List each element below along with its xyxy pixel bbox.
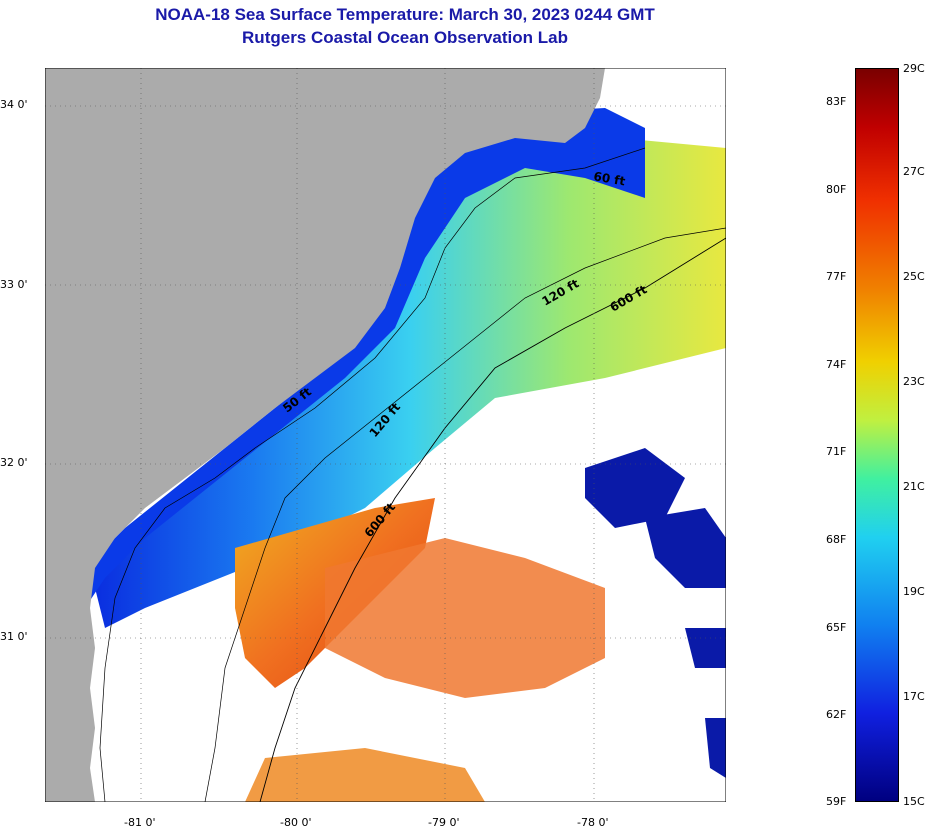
- colorbar-f-label: 59F: [826, 795, 847, 808]
- colorbar-c-label: 25C: [903, 270, 925, 283]
- colorbar-c-label: 29C: [903, 62, 925, 75]
- colorbar-f-label: 62F: [826, 708, 847, 721]
- colorbar-f-label: 68F: [826, 533, 847, 546]
- colorbar-f-label: 83F: [826, 95, 847, 108]
- colorbar-f-label: 74F: [826, 358, 847, 371]
- colorbar-f-label: 65F: [826, 621, 847, 634]
- colorbar-c-label: 19C: [903, 585, 925, 598]
- colorbar-c-label: 21C: [903, 480, 925, 493]
- map-title: NOAA-18 Sea Surface Temperature: March 3…: [155, 5, 655, 24]
- colorbar-f-label: 71F: [826, 445, 847, 458]
- lat-label: 33 0': [0, 278, 28, 291]
- cold-patch: [705, 718, 726, 778]
- colorbar-f-label: 77F: [826, 270, 847, 283]
- contour-label: 60 ft: [592, 169, 626, 188]
- contour-120ft: [204, 227, 726, 802]
- lon-label: -78 0': [577, 816, 609, 829]
- contour-600ft: [259, 237, 726, 802]
- cold-patch: [645, 508, 726, 588]
- lat-label: 31 0': [0, 630, 28, 643]
- contour-50ft: [99, 147, 646, 802]
- cold-patch: [585, 448, 685, 528]
- lon-label: -79 0': [428, 816, 460, 829]
- lat-label: 34 0': [0, 98, 28, 111]
- grid: [45, 68, 726, 802]
- lon-label: -81 0': [124, 816, 156, 829]
- coastal-band: [85, 108, 645, 608]
- colorbar-c-label: 23C: [903, 375, 925, 388]
- sst-map: 60 ft 120 ft 600 ft 50 ft 120 ft 600 ft: [45, 68, 726, 802]
- lon-label: -80 0': [280, 816, 312, 829]
- warm-patches: [325, 538, 605, 698]
- temperature-colorbar: [855, 68, 899, 802]
- warm-south: [245, 748, 485, 802]
- lat-label: 32 0': [0, 456, 28, 469]
- water-band: [95, 118, 726, 628]
- colorbar-c-label: 17C: [903, 690, 925, 703]
- colorbar-c-label: 15C: [903, 795, 925, 808]
- colorbar-c-label: 27C: [903, 165, 925, 178]
- colorbar-f-label: 80F: [826, 183, 847, 196]
- map-subtitle: Rutgers Coastal Ocean Observation Lab: [242, 28, 568, 47]
- land: [45, 68, 605, 802]
